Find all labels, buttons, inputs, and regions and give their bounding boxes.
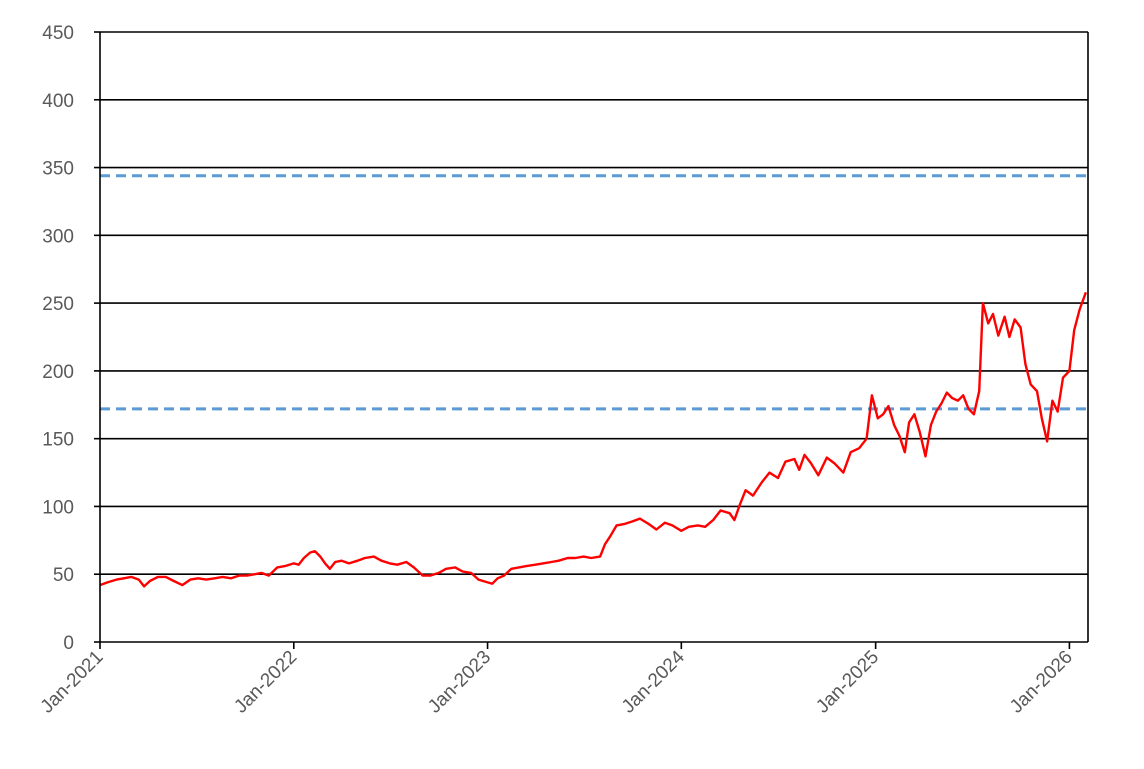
- y-tick-label: 300: [42, 226, 74, 247]
- y-tick-label: 250: [42, 294, 74, 315]
- x-tick-label: Jan-2024: [618, 646, 689, 717]
- x-tick-label: Jan-2026: [1006, 647, 1077, 718]
- x-tick-label: Jan-2025: [812, 647, 883, 718]
- y-tick-labels: 0 50 100 150 200 250 300 350 400 450: [42, 23, 74, 654]
- x-tick-label: Jan-2023: [424, 647, 495, 718]
- y-tick-label: 50: [53, 565, 74, 586]
- y-tick-label: 200: [42, 362, 74, 383]
- y-tick-label: 0: [63, 633, 74, 654]
- y-tick-label: 150: [42, 430, 74, 451]
- x-tick-label: Jan-2022: [230, 647, 301, 718]
- y-tick-label: 100: [42, 497, 74, 518]
- reference-lines: [100, 174, 1088, 411]
- axes: [94, 31, 1089, 649]
- series-group: [99, 291, 1088, 588]
- x-tick-label: Jan-2021: [37, 647, 108, 718]
- x-tick-labels: Jan-2021 Jan-2022 Jan-2023 Jan-2024 Jan-2025…: [37, 646, 1077, 717]
- series-line: [99, 291, 1088, 588]
- y-tick-label: 400: [42, 91, 74, 112]
- gridlines: [100, 31, 1088, 576]
- y-tick-label: 450: [42, 23, 74, 44]
- y-tick-label: 350: [42, 159, 74, 180]
